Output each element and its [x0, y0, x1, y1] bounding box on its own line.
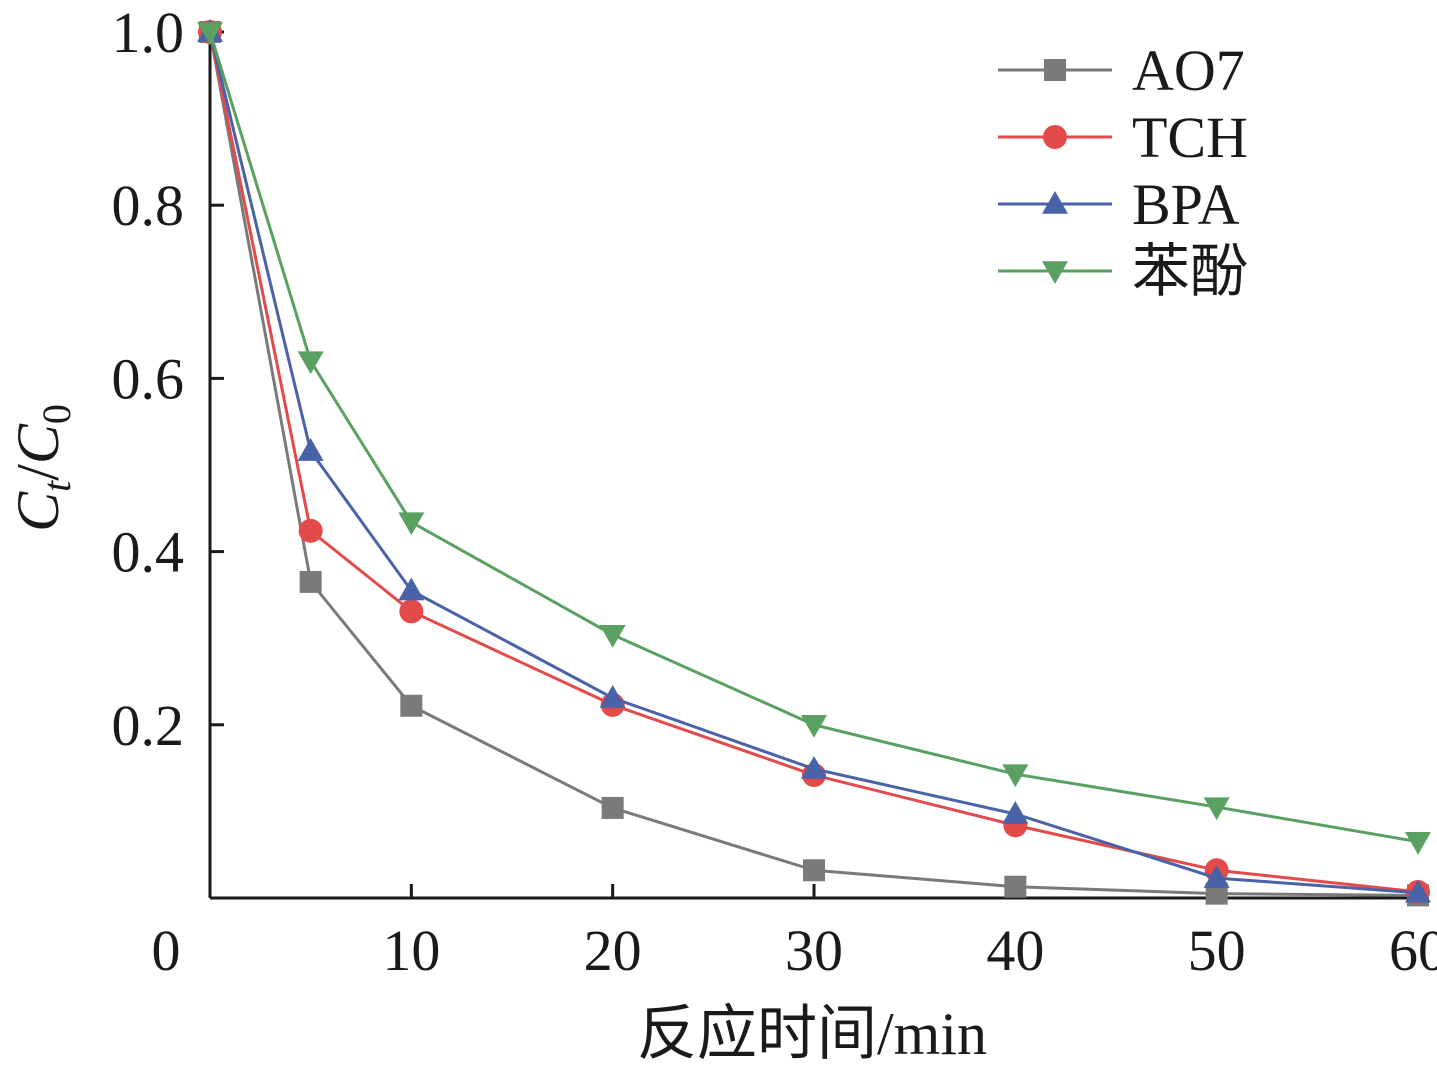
- legend-item: BPA: [998, 172, 1240, 237]
- data-point: [801, 755, 827, 779]
- y-tick-label: 0.4: [112, 520, 185, 585]
- series-line: [208, 31, 1419, 894]
- legend-item: TCH: [998, 105, 1248, 170]
- data-point: [803, 859, 825, 882]
- y-label-c: C: [5, 491, 71, 532]
- legend-item: AO7: [998, 38, 1245, 103]
- data-point: [399, 599, 424, 624]
- data-point: [1405, 831, 1431, 855]
- data-point: [299, 570, 322, 593]
- data-point: [1002, 800, 1029, 824]
- data-point: [601, 796, 624, 819]
- data-point: [599, 684, 626, 708]
- y-label-sub-0: 0: [34, 404, 79, 424]
- x-tick-label: 40: [986, 918, 1044, 983]
- legend-label: BPA: [1132, 172, 1240, 237]
- y-label-slash: /: [5, 464, 71, 481]
- series-3: [197, 19, 1431, 903]
- series-4: [197, 22, 1431, 855]
- y-tick-label: 1.0: [112, 0, 185, 65]
- y-tick-label: 0.8: [112, 173, 185, 238]
- x-tick-label: 0: [152, 918, 181, 983]
- series-layer: [197, 19, 1431, 907]
- data-point: [298, 518, 323, 543]
- y-axis-label: Ct/C0: [5, 404, 79, 532]
- x-tick-label: 10: [382, 918, 440, 983]
- legend-label: TCH: [1132, 105, 1248, 170]
- data-point: [1002, 764, 1029, 788]
- x-tick-label: 60: [1389, 918, 1437, 983]
- x-tick-label: 50: [1188, 918, 1246, 983]
- legend-item: 苯酚: [998, 239, 1248, 304]
- data-point: [801, 715, 827, 738]
- y-label-c0: C: [5, 423, 71, 464]
- data-point: [1405, 879, 1431, 903]
- y-label-sub-t: t: [34, 480, 79, 492]
- data-point: [1205, 882, 1228, 905]
- data-point: [398, 512, 425, 536]
- series-line: [208, 31, 1419, 844]
- series-line: [208, 31, 1419, 897]
- x-tick-label: 20: [584, 918, 642, 983]
- legend-label: 苯酚: [1132, 239, 1248, 304]
- data-point: [1203, 797, 1230, 821]
- data-point: [197, 22, 223, 45]
- legend-label: AO7: [1132, 38, 1245, 103]
- data-point: [297, 351, 324, 375]
- y-tick-label: 0.6: [112, 346, 185, 411]
- x-axis-label: 反应时间/min: [637, 1001, 987, 1067]
- data-point: [1004, 875, 1027, 898]
- legend-marker: [1043, 125, 1067, 149]
- y-tick-label: 0.2: [112, 693, 185, 758]
- x-tick-label: 30: [785, 918, 843, 983]
- ticks: 0 10 20 30 40 50 60 0.2 0.4 0.6 0.8 1.0: [112, 0, 1437, 983]
- data-point: [297, 438, 324, 461]
- data-point: [400, 694, 423, 717]
- series-line: [208, 31, 1419, 895]
- legend-marker: [1044, 59, 1066, 81]
- data-point: [1203, 865, 1230, 888]
- data-point: [398, 577, 425, 601]
- data-point: [599, 624, 626, 648]
- legend-marker: [1042, 261, 1068, 284]
- legend-marker: [1042, 191, 1068, 214]
